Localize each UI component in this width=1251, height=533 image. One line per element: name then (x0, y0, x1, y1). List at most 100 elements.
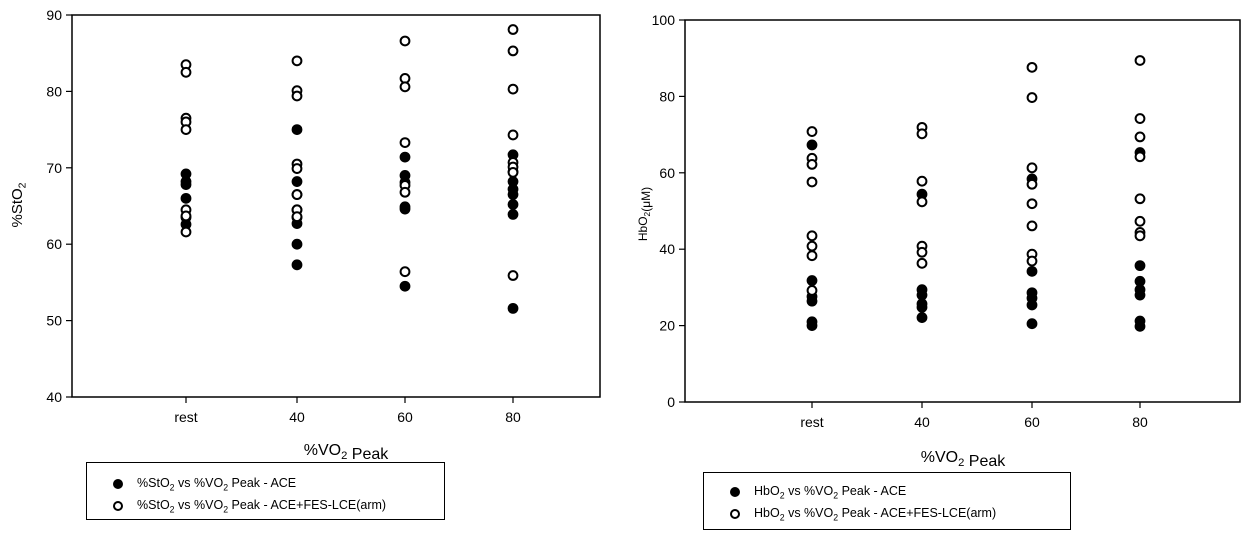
data-point-open (1026, 61, 1038, 73)
data-point-open (916, 246, 928, 258)
chart-right: 0 20 40 60 80 100 rest 40 60 80 %VO2 Peak HbO2(μM) (636, 12, 1241, 470)
y-tick-label: 80 (659, 88, 675, 104)
plot-frame (71, 14, 601, 398)
data-point-open (916, 196, 928, 208)
y-tick-label: 0 (667, 394, 675, 410)
data-point-open (916, 257, 928, 269)
data-point-filled (806, 320, 818, 332)
data-point-open (399, 186, 411, 198)
y-tick-label: 70 (46, 160, 62, 176)
data-point-filled (1134, 260, 1146, 272)
data-point-filled (806, 295, 818, 307)
data-point-open (291, 211, 303, 223)
data-point-open (916, 175, 928, 187)
data-point-open (291, 55, 303, 67)
data-point-filled (916, 289, 928, 301)
legend-entry: %StO2 vs %VO2 Peak - ACE (113, 476, 296, 493)
x-tick-label: 80 (1132, 414, 1148, 430)
data-point-filled (507, 199, 519, 210)
data-point-open (399, 81, 411, 93)
data-point-filled (291, 259, 303, 271)
y-axis-label: HbO2(μM) (636, 187, 653, 241)
data-point-open (916, 128, 928, 140)
series-ace (180, 124, 519, 314)
y-tick-label: 60 (659, 165, 675, 181)
x-axis-label: %VO2 Peak (304, 442, 389, 463)
filled-circle-marker-icon (113, 479, 123, 490)
series-ace (806, 139, 1146, 332)
data-point-open (507, 83, 519, 95)
x-tick-label: rest (800, 414, 823, 430)
legend-entry: HbO2 vs %VO2 Peak - ACE+FES-LCE(arm) (730, 506, 996, 523)
data-point-open (806, 250, 818, 262)
data-point-open (399, 266, 411, 278)
data-point-filled (291, 124, 303, 136)
legend-right-chart: HbO2 vs %VO2 Peak - ACE HbO2 vs %VO2 Pea… (703, 472, 1071, 530)
data-point-filled (916, 301, 928, 313)
x-tick-label: 60 (1024, 414, 1040, 430)
series-ace-fes-lce (180, 24, 519, 281)
x-tick-label: rest (174, 409, 197, 425)
legend-entry: HbO2 vs %VO2 Peak - ACE (730, 484, 906, 501)
data-point-open (507, 24, 519, 35)
data-point-open (1134, 131, 1146, 143)
y-axis-label: %StO2 (9, 182, 29, 227)
data-point-open (1134, 113, 1146, 124)
data-point-open (399, 35, 411, 47)
x-tick-label: 40 (914, 414, 930, 430)
data-point-open (1026, 220, 1038, 232)
legend-label: HbO2 vs %VO2 Peak - ACE (754, 484, 907, 501)
legend-label: %StO2 vs %VO2 Peak - ACE+FES-LCE(arm) (137, 498, 387, 515)
filled-circle-marker-icon (730, 487, 740, 498)
data-point-open (1134, 55, 1146, 66)
y-tick-label: 80 (46, 83, 62, 99)
data-point-filled (507, 302, 519, 314)
y-tick-label: 100 (652, 12, 676, 28)
data-point-open (806, 230, 818, 242)
data-point-open (806, 126, 818, 137)
open-circle-marker-icon (730, 509, 740, 520)
data-point-open (180, 210, 192, 222)
data-point-filled (916, 312, 928, 323)
data-point-filled (1134, 289, 1146, 301)
legend-entry: %StO2 vs %VO2 Peak - ACE+FES-LCE(arm) (113, 498, 386, 515)
y-tick-label: 90 (46, 7, 62, 23)
data-point-open (291, 163, 303, 174)
y-tick-label: 40 (659, 241, 675, 257)
y-tick-label: 60 (46, 236, 62, 252)
data-point-filled (399, 203, 411, 215)
data-point-open (399, 137, 411, 148)
open-circle-marker-icon (113, 501, 123, 512)
data-point-open (180, 226, 192, 238)
data-point-open (1026, 255, 1038, 267)
data-point-filled (507, 189, 519, 200)
data-point-open (507, 45, 519, 57)
y-tick-label: 40 (46, 389, 62, 405)
data-point-open (1134, 215, 1146, 227)
data-point-filled (1134, 320, 1146, 332)
x-tick-label: 60 (397, 409, 413, 425)
legend-label: HbO2 vs %VO2 Peak - ACE+FES-LCE(arm) (754, 506, 997, 523)
data-point-open (1026, 198, 1038, 210)
data-point-open (507, 270, 519, 281)
x-axis-label: %VO2 Peak (921, 449, 1006, 470)
plot-frame (684, 19, 1241, 403)
series-ace-fes-lce (806, 55, 1146, 296)
x-tick-label: 40 (289, 409, 305, 425)
data-point-open (1026, 162, 1038, 174)
data-point-filled (806, 275, 818, 286)
data-point-open (291, 189, 303, 200)
y-tick-label: 50 (46, 313, 62, 329)
data-point-open (1026, 178, 1038, 190)
data-point-filled (180, 179, 192, 191)
data-point-open (507, 166, 519, 178)
data-point-open (806, 158, 818, 170)
data-point-filled (291, 238, 303, 250)
data-point-open (1134, 230, 1146, 242)
data-point-filled (1026, 265, 1038, 277)
chart-left: 40 50 60 70 80 90 rest 40 60 80 %VO2 Peak %StO2 (9, 7, 601, 463)
data-point-open (1134, 193, 1146, 205)
data-point-open (180, 66, 192, 78)
